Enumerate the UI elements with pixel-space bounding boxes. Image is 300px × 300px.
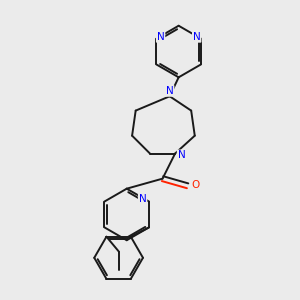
Text: N: N [157, 32, 164, 42]
Text: N: N [193, 32, 201, 42]
Text: N: N [178, 150, 185, 161]
Text: N: N [139, 194, 146, 204]
Text: O: O [191, 180, 200, 190]
Text: N: N [166, 86, 174, 96]
